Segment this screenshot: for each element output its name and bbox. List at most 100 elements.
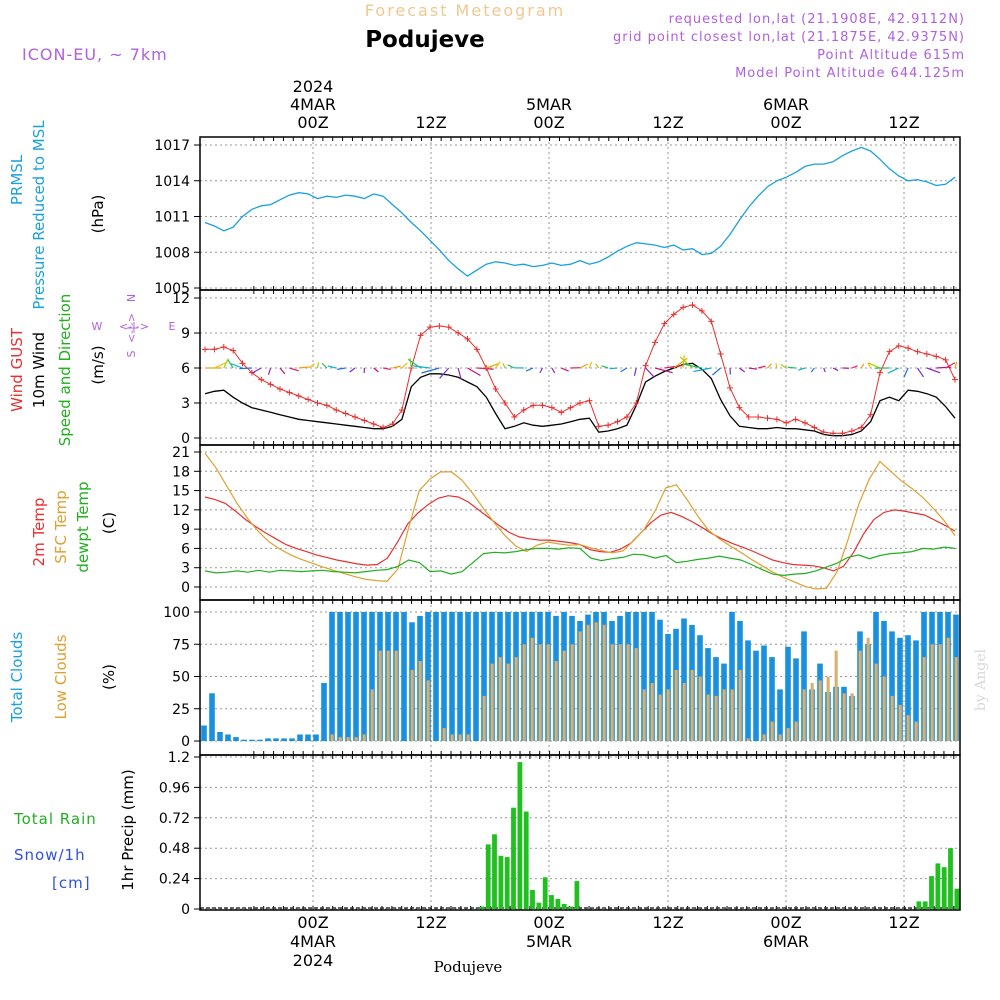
y-tick-label: 75 xyxy=(172,637,190,653)
low-cloud-bar xyxy=(426,680,430,741)
total-cloud-bar xyxy=(233,737,239,741)
gust-marker xyxy=(595,423,602,430)
total-cloud-bar xyxy=(641,612,647,741)
low-cloud-bar xyxy=(930,644,934,742)
wind-arrow xyxy=(561,367,569,372)
gust-marker xyxy=(736,404,743,411)
gust-marker xyxy=(614,418,621,425)
wind-arrow xyxy=(539,367,544,374)
temp-unit: (C) xyxy=(100,512,118,534)
wind-arrow xyxy=(373,367,379,373)
wind-arrow xyxy=(609,367,618,370)
rain-bar xyxy=(935,863,941,909)
low-cloud-bar xyxy=(946,637,950,741)
gust-marker xyxy=(698,307,705,314)
rain-bar xyxy=(568,906,573,909)
gust-marker xyxy=(839,430,846,437)
rain-bar xyxy=(492,834,497,909)
wind-arrow xyxy=(739,367,746,373)
low-cloud-bar xyxy=(898,704,902,741)
wind-arrow xyxy=(267,367,272,375)
y-tick-label: 3 xyxy=(181,561,190,577)
wind-arrow xyxy=(868,362,881,369)
compass-north: N xyxy=(125,294,138,302)
y-tick-label: 0 xyxy=(181,431,190,447)
low-cloud-bar xyxy=(338,737,342,741)
wind-arrow xyxy=(620,367,628,373)
total-cloud-bar xyxy=(913,640,919,741)
total-cloud-bar xyxy=(433,612,439,741)
wind-arrow xyxy=(409,357,412,369)
gust-marker xyxy=(886,348,893,355)
low-cloud-bar xyxy=(394,650,398,741)
low-cloud-bar xyxy=(514,657,518,741)
wind-arrow xyxy=(392,365,401,369)
gust-marker xyxy=(323,402,330,409)
low-cloud-bar xyxy=(730,689,734,741)
low-cloud-bar xyxy=(602,624,606,741)
gust-marker xyxy=(848,428,855,434)
gust-marker xyxy=(239,360,246,367)
gust-marker xyxy=(727,384,733,391)
pressure-label-long: Pressure Reduced to MSL xyxy=(30,120,48,310)
dewpt-label: dewpt Temp xyxy=(74,481,92,572)
gust-marker xyxy=(567,404,574,411)
gust-marker xyxy=(877,369,883,376)
low-cloud-bar xyxy=(378,650,382,741)
low-cloud-bar xyxy=(370,689,374,741)
wind-arrow xyxy=(917,367,924,378)
gust-marker xyxy=(202,346,208,353)
low-cloud-bar xyxy=(906,715,910,741)
low-cloud-bar xyxy=(938,644,942,742)
gridpoint-coords: grid point closest lon,lat (21.1875E, 42… xyxy=(613,30,965,45)
low-cloud-bar xyxy=(842,693,846,741)
low-cloud-bar xyxy=(538,644,542,742)
low-cloud-bar xyxy=(330,734,334,741)
gust-marker xyxy=(802,419,808,426)
total-cloud-bar xyxy=(657,619,663,741)
wind-arrow xyxy=(383,367,391,370)
low-cloud-bar xyxy=(498,657,502,741)
location-title: Podujeve xyxy=(365,27,485,53)
low-cloud-bar xyxy=(354,737,358,741)
low-cloud-bar xyxy=(458,734,462,741)
y-tick-label: 1014 xyxy=(154,174,190,190)
total-cloud-bar xyxy=(897,637,903,741)
footer-location: Podujeve xyxy=(434,958,503,976)
compass-arrows-vertical: <-|-> xyxy=(125,313,138,343)
low-cloud-bar xyxy=(762,734,766,741)
rain-bar xyxy=(916,901,922,909)
gust-marker xyxy=(670,311,677,318)
y-tick-label: 0.24 xyxy=(159,872,190,888)
total-cloud-bar xyxy=(329,612,335,741)
wind-arrow xyxy=(227,359,234,369)
gust-marker xyxy=(914,348,921,355)
total-cloud-bar xyxy=(345,612,351,741)
gust-marker xyxy=(680,304,687,311)
total-cloud-bar xyxy=(369,612,375,741)
wind-arrow xyxy=(682,354,685,369)
requested-coords: requested lon,lat (21.1908E, 42.9112N) xyxy=(669,12,965,27)
gust-line xyxy=(205,304,956,434)
wind-arrow xyxy=(780,364,787,369)
rain-bar xyxy=(941,867,947,909)
pressure-line xyxy=(204,146,956,277)
wind-arrow xyxy=(693,367,712,373)
gust-marker xyxy=(539,402,546,409)
gust-marker xyxy=(398,407,405,413)
y-tick-label: 15 xyxy=(172,484,190,500)
low-cloud-bar xyxy=(738,670,742,741)
y-tick-label: 1005 xyxy=(154,281,190,297)
low-cloud-bar xyxy=(858,650,862,741)
total-cloud-bar xyxy=(273,738,279,741)
wind-arrow xyxy=(298,366,309,369)
y-tick-label: 9 xyxy=(181,326,190,342)
wind-arrow xyxy=(903,367,909,378)
compass-west: W xyxy=(92,320,103,333)
gust-marker xyxy=(258,376,265,383)
bottom-hour-label: 12Z xyxy=(652,913,683,932)
low-cloud-bar xyxy=(530,637,534,741)
pressure-unit: (hPa) xyxy=(89,195,107,234)
low-cloud-bar xyxy=(722,689,726,741)
